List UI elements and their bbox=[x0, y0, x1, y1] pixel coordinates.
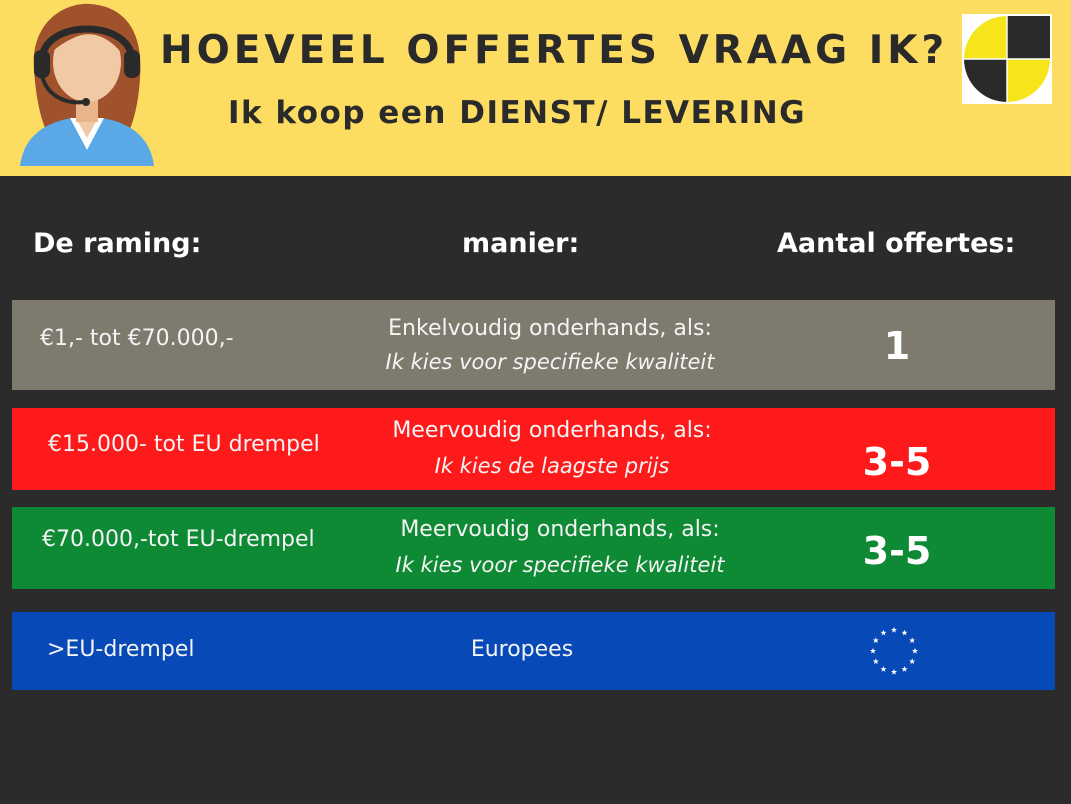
row-raming: >EU-drempel bbox=[47, 637, 195, 662]
eu-star bbox=[901, 629, 908, 636]
page-subtitle: Ik koop een DIENST/ LEVERING bbox=[228, 95, 807, 131]
eu-flag-stars-icon bbox=[869, 626, 919, 675]
eu-star bbox=[890, 626, 898, 633]
row-aantal: 1 bbox=[883, 324, 911, 368]
eu-star bbox=[880, 629, 887, 636]
row-meervoudig-kwaliteit: €70.000,-tot EU-drempel Meervoudig onder… bbox=[12, 507, 1055, 589]
call-center-agent-icon bbox=[20, 3, 154, 166]
header-banner: HOEVEEL OFFERTES VRAAG IK? Ik koop een D… bbox=[0, 0, 1071, 176]
yellow-black-geometric-logo-icon bbox=[962, 14, 1052, 104]
row-condition: Ik kies voor specifieke kwaliteit bbox=[395, 553, 725, 577]
row-manier: Europees bbox=[470, 637, 574, 662]
column-header-raming: De raming: bbox=[33, 228, 202, 259]
row-raming: €70.000,-tot EU-drempel bbox=[42, 527, 315, 552]
row-europees: >EU-drempel Europees bbox=[12, 612, 1055, 690]
eu-star bbox=[869, 647, 877, 654]
column-header-manier: manier: bbox=[462, 228, 580, 259]
row-enkelvoudig: €1,- tot €70.000,- Enkelvoudig onderhand… bbox=[12, 300, 1055, 390]
row-manier: Meervoudig onderhands, als: bbox=[400, 517, 720, 542]
row-condition: Ik kies de laagste prijs bbox=[434, 454, 670, 478]
eu-star bbox=[909, 658, 916, 665]
page-title: HOEVEEL OFFERTES VRAAG IK? bbox=[160, 28, 949, 73]
row-manier: Meervoudig onderhands, als: bbox=[392, 418, 712, 443]
row-manier: Enkelvoudig onderhands, als: bbox=[388, 316, 712, 341]
eu-star bbox=[909, 637, 916, 644]
row-meervoudig-laagste-prijs: €15.000- tot EU drempel Meervoudig onder… bbox=[12, 408, 1055, 490]
row-raming: €15.000- tot EU drempel bbox=[48, 432, 320, 457]
eu-star bbox=[880, 665, 887, 672]
row-condition: Ik kies voor specifieke kwaliteit bbox=[385, 350, 715, 374]
eu-star bbox=[901, 665, 908, 672]
row-aantal: 3-5 bbox=[862, 440, 932, 484]
row-raming: €1,- tot €70.000,- bbox=[40, 326, 234, 351]
column-header-aantal: Aantal offertes: bbox=[777, 228, 1016, 259]
eu-star bbox=[872, 658, 879, 665]
eu-star bbox=[872, 637, 879, 644]
eu-star bbox=[911, 647, 919, 654]
eu-star bbox=[890, 668, 898, 675]
row-aantal: 3-5 bbox=[862, 529, 932, 573]
